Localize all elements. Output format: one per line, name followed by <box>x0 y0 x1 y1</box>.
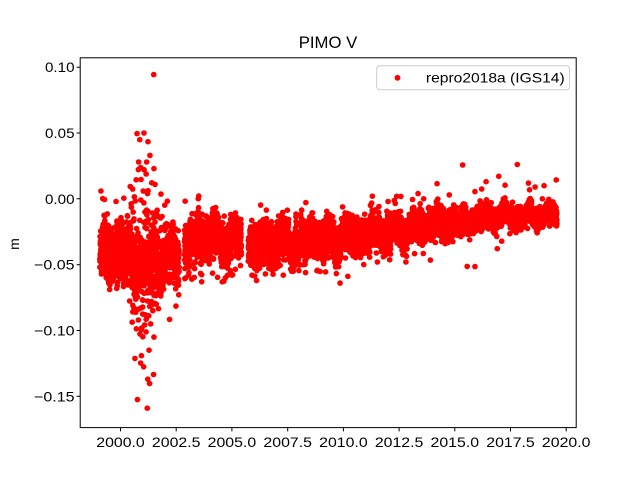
svg-text:2002.5: 2002.5 <box>152 434 201 450</box>
svg-text:2000.0: 2000.0 <box>96 434 145 450</box>
svg-text:−0.05: −0.05 <box>34 257 75 273</box>
svg-text:2005.0: 2005.0 <box>208 434 257 450</box>
svg-text:m: m <box>6 238 22 250</box>
svg-text:0.00: 0.00 <box>45 191 75 207</box>
svg-text:0.10: 0.10 <box>45 59 75 75</box>
svg-text:2012.5: 2012.5 <box>375 434 424 450</box>
svg-text:2020.0: 2020.0 <box>542 434 591 450</box>
svg-text:repro2018a (IGS14): repro2018a (IGS14) <box>426 70 565 86</box>
svg-text:0.05: 0.05 <box>45 125 75 141</box>
svg-text:2017.5: 2017.5 <box>486 434 535 450</box>
svg-text:2010.0: 2010.0 <box>319 434 368 450</box>
svg-text:2015.0: 2015.0 <box>431 434 480 450</box>
svg-text:−0.15: −0.15 <box>34 388 75 404</box>
svg-text:PIMO V: PIMO V <box>299 33 358 52</box>
svg-text:2007.5: 2007.5 <box>263 434 312 450</box>
svg-text:−0.10: −0.10 <box>34 323 75 339</box>
